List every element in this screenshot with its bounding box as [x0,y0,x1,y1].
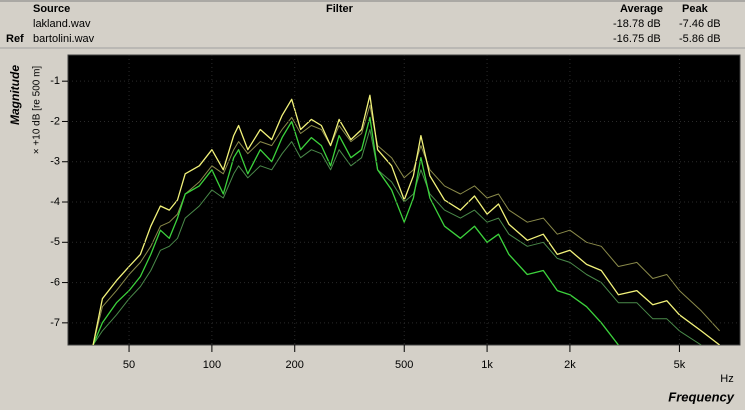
y-axis-unit: × +10 dB [re 500 m] [32,66,43,155]
peak-level: -5.86 dB [679,33,721,45]
x-tick-label: 50 [123,359,135,371]
column-header: Peak [682,3,709,15]
x-axis-title: Frequency [668,389,735,404]
column-header: Source [33,3,70,15]
average-level: -18.78 dB [613,18,661,30]
ref-tag: Ref [6,33,24,45]
x-tick-label: 5k [674,359,686,371]
y-axis-title: Magnitude [8,65,22,125]
x-tick-label: 500 [395,359,413,371]
y-tick-label: -7 [50,317,60,329]
y-tick-label: -3 [50,156,60,168]
y-tick-label: -2 [50,115,60,127]
y-tick-label: -1 [50,75,60,87]
column-header: Filter [326,3,354,15]
source-name: bartolini.wav [33,33,95,45]
y-tick-label: -5 [50,236,60,248]
y-tick-label: -4 [50,196,60,208]
spectrum-line [92,116,619,345]
spectrum-line [92,94,720,345]
x-tick-label: 200 [286,359,304,371]
x-tick-label: 100 [203,359,221,371]
column-header: Average [620,3,663,15]
source-name: lakland.wav [33,18,91,30]
peak-level: -7.46 dB [679,18,721,30]
y-tick-label: -6 [50,276,60,288]
average-level: -16.75 dB [613,33,661,45]
x-tick-label: 2k [564,359,576,371]
x-tick-label: 1k [481,359,493,371]
x-axis-unit: Hz [720,373,733,385]
